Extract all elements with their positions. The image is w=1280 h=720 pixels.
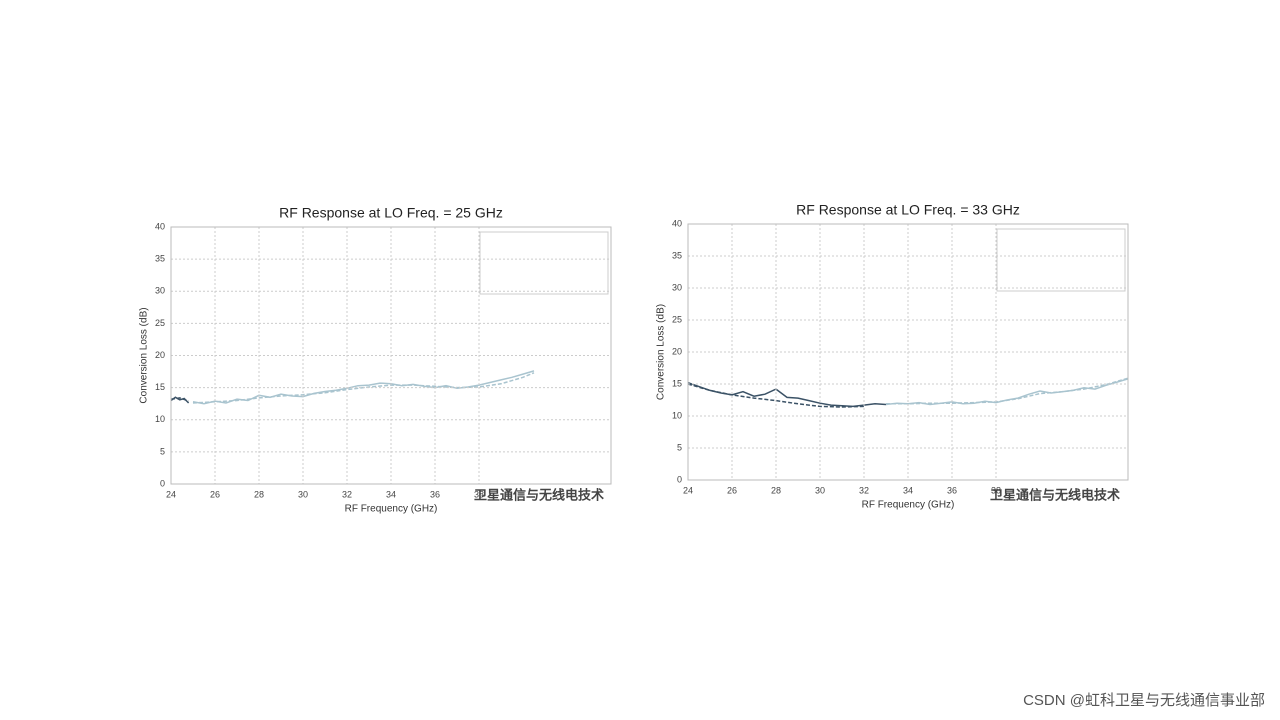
chart-title: RF Response at LO Freq. = 25 GHz: [279, 205, 503, 221]
x-tick-label: 30: [815, 485, 825, 495]
series-line: [687, 383, 865, 408]
y-axis-label: Conversion Loss (dB): [656, 304, 667, 400]
y-tick-label: 30: [672, 282, 682, 292]
series-line: [170, 397, 189, 402]
y-tick-label: 30: [155, 286, 165, 296]
y-tick-label: 5: [677, 442, 682, 452]
x-tick-label: 34: [903, 485, 913, 495]
y-tick-label: 15: [672, 378, 682, 388]
y-tick-label: 15: [155, 382, 165, 392]
y-tick-label: 35: [155, 254, 165, 264]
y-tick-label: 5: [160, 446, 165, 456]
x-tick-label: 26: [210, 489, 220, 499]
x-tick-label: 32: [859, 485, 869, 495]
x-tick-label: 28: [771, 485, 781, 495]
legend-box: [479, 231, 609, 295]
y-tick-label: 40: [672, 218, 682, 228]
x-tick-label: 38: [991, 485, 1001, 495]
x-tick-label: 28: [254, 489, 264, 499]
watermark: 卫星通信与无线电技术: [990, 487, 1120, 502]
y-tick-label: 10: [672, 410, 682, 420]
y-tick-label: 0: [160, 478, 165, 488]
y-tick-label: 0: [677, 474, 682, 484]
x-tick-label: 26: [727, 485, 737, 495]
series-line: [192, 372, 535, 404]
plot-frame: [687, 223, 1129, 481]
x-tick-label: 24: [166, 489, 176, 499]
x-tick-label: 34: [386, 489, 396, 499]
y-axis-label: Conversion Loss (dB): [139, 307, 150, 403]
series-line: [687, 381, 887, 408]
y-tick-label: 25: [155, 318, 165, 328]
x-axis-label: RF Frequency (GHz): [345, 504, 438, 515]
series-line: [886, 377, 1129, 405]
y-tick-label: 10: [155, 414, 165, 424]
x-axis-label: RF Frequency (GHz): [862, 500, 955, 511]
y-tick-label: 40: [155, 221, 165, 231]
y-tick-label: 25: [672, 314, 682, 324]
x-tick-label: 24: [683, 485, 693, 495]
y-tick-label: 35: [672, 250, 682, 260]
legend-box: [996, 228, 1126, 292]
y-tick-label: 20: [155, 350, 165, 360]
x-tick-label: 30: [298, 489, 308, 499]
x-tick-label: 36: [430, 489, 440, 499]
credit: CSDN @虹科卫星与无线通信事业部: [1023, 692, 1265, 709]
x-tick-label: 32: [342, 489, 352, 499]
x-tick-label: 38: [474, 489, 484, 499]
watermark: 卫星通信与无线电技术: [474, 487, 604, 502]
plot-frame: [170, 226, 612, 485]
x-tick-label: 36: [947, 485, 957, 495]
y-tick-label: 20: [672, 346, 682, 356]
chart-title: RF Response at LO Freq. = 33 GHz: [796, 202, 1020, 218]
